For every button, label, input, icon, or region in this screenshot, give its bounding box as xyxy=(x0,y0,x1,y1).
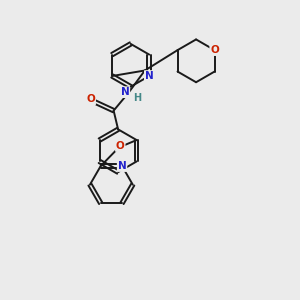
Text: O: O xyxy=(116,141,125,151)
Text: O: O xyxy=(86,94,95,104)
Text: N: N xyxy=(121,87,129,97)
Text: N: N xyxy=(145,71,154,81)
Text: N: N xyxy=(118,161,126,171)
Text: H: H xyxy=(133,93,141,103)
Text: O: O xyxy=(210,45,219,55)
